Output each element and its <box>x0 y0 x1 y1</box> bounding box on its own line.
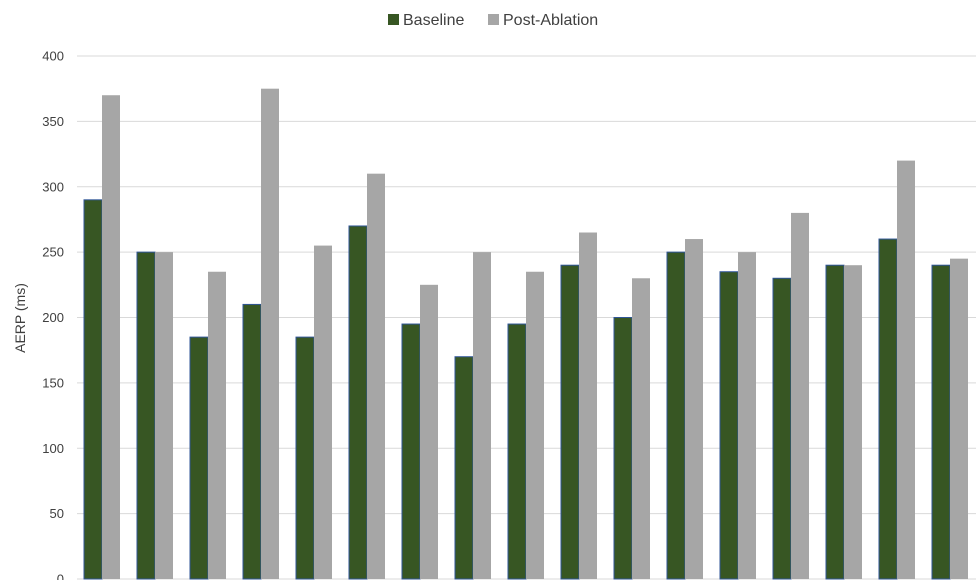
bar-baseline-10 <box>560 264 580 580</box>
bar-post-ablation-11 <box>632 278 650 579</box>
bar-post-ablation-5 <box>314 245 332 579</box>
y-tick-label-150: 150 <box>42 375 64 390</box>
bar-baseline-8 <box>454 356 474 580</box>
bar-post-ablation-12 <box>685 239 703 580</box>
y-tick-label-250: 250 <box>42 245 64 260</box>
bar-post-ablation-15 <box>844 265 862 579</box>
legend-swatch-baseline <box>388 14 399 25</box>
bar-post-ablation-3 <box>208 271 226 579</box>
bar-baseline-6 <box>348 225 368 580</box>
legend: Baseline Post-Ablation <box>388 12 598 29</box>
bar-post-ablation-17 <box>950 258 968 579</box>
bar-baseline-2 <box>136 251 156 580</box>
bar-post-ablation-16 <box>897 160 915 579</box>
bar-baseline-12 <box>666 251 686 580</box>
legend-swatch-post-ablation <box>488 14 499 25</box>
bar-post-ablation-7 <box>420 284 438 579</box>
y-tick-label-350: 350 <box>42 114 64 129</box>
y-axis-title: AERP (ms) <box>12 283 28 353</box>
bar-baseline-13 <box>719 271 739 580</box>
bar-baseline-15 <box>825 264 845 580</box>
bar-baseline-14 <box>772 277 792 580</box>
legend-label-baseline: Baseline <box>403 12 464 29</box>
bar-baseline-3 <box>189 336 209 580</box>
bar-post-ablation-6 <box>367 173 385 580</box>
legend-label-post-ablation: Post-Ablation <box>503 12 598 29</box>
bar-baseline-9 <box>507 323 527 580</box>
y-axis-ticks: 0 50 100 150 200 250 300 350 400 <box>42 49 64 580</box>
y-tick-label-100: 100 <box>42 441 64 456</box>
bars <box>83 88 968 580</box>
bar-post-ablation-4 <box>261 88 279 579</box>
bar-post-ablation-2 <box>155 252 173 579</box>
bar-post-ablation-9 <box>526 271 544 579</box>
bar-post-ablation-14 <box>791 212 809 579</box>
bar-post-ablation-8 <box>473 252 491 579</box>
y-tick-label-0: 0 <box>57 572 64 580</box>
bar-post-ablation-1 <box>102 95 120 579</box>
y-tick-label-50: 50 <box>50 506 64 521</box>
bar-baseline-16 <box>878 238 898 580</box>
y-tick-label-400: 400 <box>42 49 64 64</box>
bar-baseline-17 <box>931 264 951 580</box>
y-tick-label-200: 200 <box>42 310 64 325</box>
bar-baseline-1 <box>83 199 103 580</box>
bar-baseline-5 <box>295 336 315 580</box>
bar-post-ablation-13 <box>738 252 756 579</box>
bar-baseline-4 <box>242 303 262 580</box>
y-tick-label-300: 300 <box>42 179 64 194</box>
bar-baseline-11 <box>613 317 633 580</box>
bar-post-ablation-10 <box>579 232 597 579</box>
bar-baseline-7 <box>401 323 421 580</box>
